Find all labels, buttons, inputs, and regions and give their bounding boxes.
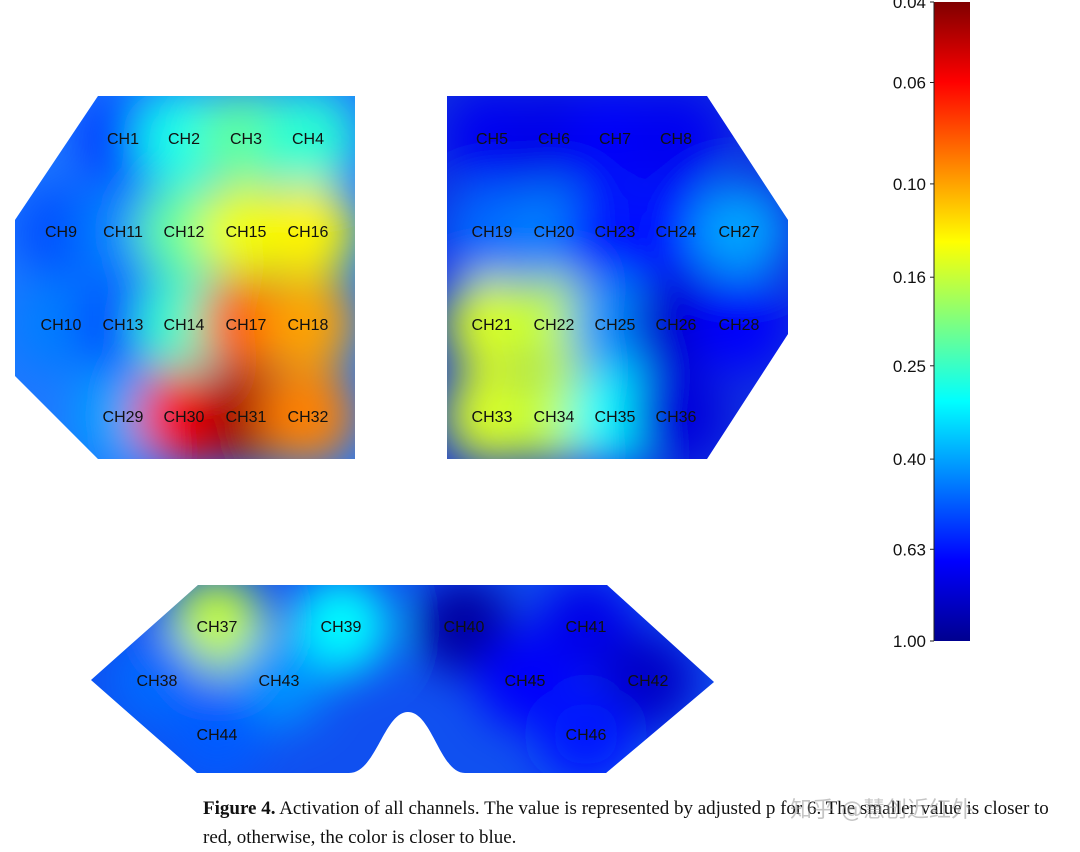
right-patch [447, 96, 788, 459]
caption-label: Figure 4. [203, 798, 276, 819]
heat-blob-ch42 [600, 632, 696, 728]
channel-label-ch27: CH27 [719, 224, 760, 241]
channel-label-ch6: CH6 [538, 131, 570, 148]
channel-label-ch18: CH18 [288, 317, 329, 334]
heat-blob-ch36 [628, 368, 724, 459]
channel-label-ch21: CH21 [472, 317, 513, 334]
channel-label-ch31: CH31 [226, 409, 267, 426]
channel-label-ch11: CH11 [103, 224, 143, 241]
figure-caption: Figure 4. Activation of all channels. Th… [203, 794, 1075, 852]
channel-label-ch33: CH33 [472, 409, 513, 426]
channel-label-ch22: CH22 [534, 317, 575, 334]
channel-label-ch26: CH26 [656, 317, 697, 334]
channel-label-ch24: CH24 [656, 224, 697, 241]
channel-label-ch16: CH16 [288, 224, 329, 241]
channel-label-ch23: CH23 [595, 224, 636, 241]
channel-label-ch4: CH4 [292, 131, 324, 148]
left-patch [15, 96, 355, 459]
channel-label-ch28: CH28 [719, 317, 760, 334]
heat-blob-ch8 [628, 96, 724, 186]
heat-blob-ch44 [169, 686, 265, 773]
channel-label-ch40: CH40 [444, 619, 485, 636]
channel-label-ch36: CH36 [656, 409, 697, 426]
channel-label-ch8: CH8 [660, 131, 692, 148]
channel-label-ch42: CH42 [628, 673, 669, 690]
channel-label-ch17: CH17 [226, 317, 267, 334]
channel-label-ch37: CH37 [197, 619, 238, 636]
colorbar-tick-label-0.25: 0.25 [893, 357, 926, 376]
heat-blob-ch28 [691, 276, 787, 372]
colorbar-tick-label-0.04: 0.04 [893, 0, 926, 12]
heat-blob-ch4 [260, 96, 355, 186]
heat-blob-ch32 [260, 368, 355, 459]
channel-label-ch5: CH5 [476, 131, 508, 148]
colorbar-tick-label-1.00: 1.00 [893, 632, 926, 651]
colorbar-tick-label-0.40: 0.40 [893, 450, 926, 469]
channel-label-ch43: CH43 [259, 673, 300, 690]
colorbar-ticks: 0.04 0.06 0.10 0.16 0.25 0.40 0.63 1.00 [893, 0, 934, 651]
channel-label-ch34: CH34 [534, 409, 575, 426]
channel-label-ch20: CH20 [534, 224, 575, 241]
channel-labels: CH1 CH2 CH3 CH4 CH9 CH11 CH12 CH15 CH16 CH10 CH13 C… [41, 131, 760, 744]
channel-label-ch19: CH19 [472, 224, 513, 241]
colorbar [934, 2, 970, 641]
channel-label-ch35: CH35 [595, 409, 636, 426]
bottom-patch-blobs [109, 585, 696, 773]
colorbar-tick-label-0.63: 0.63 [893, 540, 926, 559]
channel-label-ch14: CH14 [164, 317, 205, 334]
channel-label-ch39: CH39 [321, 619, 362, 636]
channel-label-ch7: CH7 [599, 131, 631, 148]
bottom-patch [91, 585, 714, 773]
left-patch-blobs [15, 96, 355, 459]
watermark: 知乎 @慧创近红外 [790, 798, 973, 823]
channel-label-ch13: CH13 [103, 317, 144, 334]
channel-label-ch3: CH3 [230, 131, 262, 148]
channel-label-ch46: CH46 [566, 727, 607, 744]
channel-label-ch32: CH32 [288, 409, 329, 426]
channel-label-ch38: CH38 [137, 673, 178, 690]
heat-blob-ch39 [293, 585, 389, 674]
colorbar-tick-label-0.16: 0.16 [893, 268, 926, 287]
channel-label-ch10: CH10 [41, 317, 82, 334]
channel-label-ch15: CH15 [226, 224, 267, 241]
channel-label-ch44: CH44 [197, 727, 238, 744]
colorbar-tick-label-0.06: 0.06 [893, 73, 926, 92]
channel-label-ch12: CH12 [164, 224, 205, 241]
right-patch-blobs [447, 96, 787, 459]
heat-blob-ch18 [260, 276, 355, 372]
channel-label-ch29: CH29 [103, 409, 144, 426]
channel-label-ch9: CH9 [45, 224, 77, 241]
heat-blob-ch46 [538, 686, 634, 773]
channel-label-ch41: CH41 [566, 619, 607, 636]
heat-blob-ch16 [260, 183, 355, 279]
heat-blob-ch27 [691, 183, 787, 279]
channel-label-ch25: CH25 [595, 317, 636, 334]
heat-blob-ch43 [231, 632, 327, 728]
channel-label-ch30: CH30 [164, 409, 205, 426]
colorbar-tick-label-0.10: 0.10 [893, 175, 926, 194]
channel-label-ch1: CH1 [107, 131, 139, 148]
caption-text: Activation of all channels. The value is… [203, 798, 1049, 848]
channel-label-ch2: CH2 [168, 131, 200, 148]
channel-label-ch45: CH45 [505, 673, 546, 690]
